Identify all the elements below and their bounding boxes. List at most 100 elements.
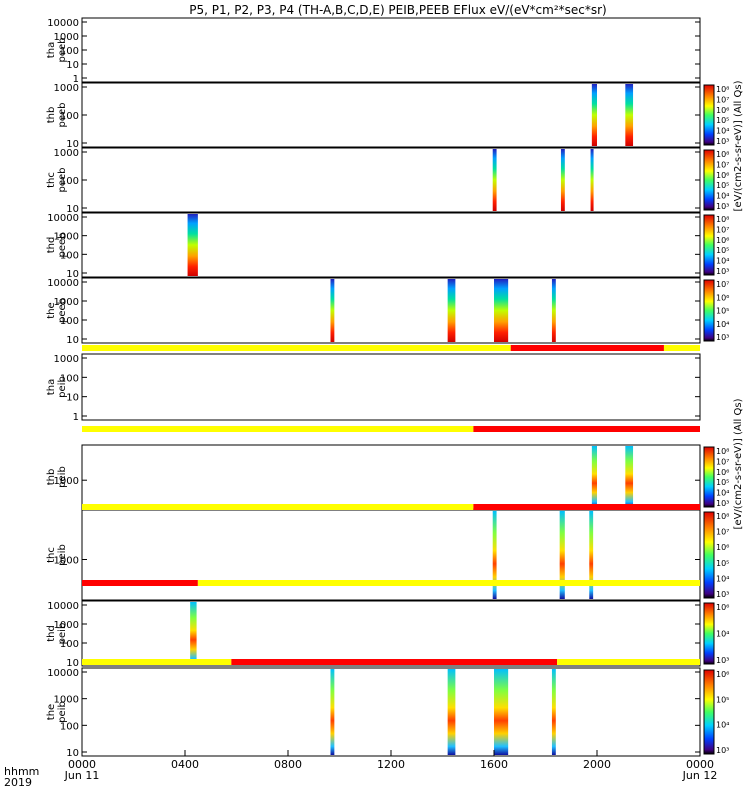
colorbar-tick-label: 10⁵	[716, 559, 729, 568]
panel-ylabel-line: peeb	[57, 103, 68, 128]
colorbar-tick-label: 10⁷	[716, 457, 729, 466]
xtick-label: 0400	[171, 758, 199, 771]
burst-cell	[330, 279, 335, 342]
colorbar-tick-label: 10⁷	[716, 225, 729, 234]
burst-cell	[625, 84, 634, 146]
colorbar-tick-label: 10⁶	[716, 106, 729, 115]
panel-ylabel: thepeeb	[46, 298, 68, 323]
ytick-label: 1000	[54, 695, 79, 706]
colorbar-peib-label: [eV/(cm2-s-sr-eV)] (All Qs)	[733, 398, 744, 529]
ytick-label: 1000	[54, 83, 79, 94]
xtick-label: 1600	[480, 758, 508, 771]
burst-cell	[494, 669, 509, 755]
colorbar	[703, 511, 715, 599]
panel-ylabel-line: peib	[57, 376, 68, 398]
colorbar-tick-label: 10³	[716, 202, 729, 211]
burst-cell	[551, 279, 556, 342]
colorbar	[703, 84, 715, 146]
colorbar-tick-label: 10⁸	[716, 215, 729, 224]
panel-tha-peib: thapeib 1000 100 10 1	[46, 353, 701, 423]
quality-bar-segment	[231, 659, 558, 665]
panel-frame	[81, 600, 701, 667]
panel-ylabel-line: thd	[46, 625, 57, 642]
burst-cell	[559, 511, 565, 599]
colorbar-tick-label: 10⁶	[716, 236, 729, 245]
xtick-label: 1200	[377, 758, 405, 771]
panel-ylabel-line: tha	[46, 42, 57, 58]
panel-ylabel-line: peib	[57, 544, 68, 566]
ytick-label: 10	[66, 748, 79, 759]
burst-cell	[560, 149, 565, 211]
panel-ylabel-line: the	[46, 302, 57, 318]
colorbar-tick-label: 10⁸	[716, 85, 729, 94]
chart-title: P5, P1, P2, P3, P4 (TH-A,B,C,D,E) PEIB,P…	[189, 3, 606, 17]
colorbar-tick-label: 10³	[716, 656, 729, 665]
colorbar	[703, 669, 715, 755]
panel-ylabel-line: peeb	[57, 298, 68, 323]
ytick-label: 10000	[47, 668, 79, 679]
burst-cell	[492, 149, 497, 211]
panel-frame	[81, 17, 701, 83]
panel-ylabel: thepeib	[46, 701, 68, 723]
colorbar-peeb-label: [eV/(cm2-s-sr-eV)] (All Qs)	[733, 80, 744, 211]
ytick-label: 1000	[54, 232, 79, 243]
ytick-label: 100	[60, 373, 79, 384]
xtick-label: 0000	[686, 758, 714, 771]
panel-ylabel: thdpeeb	[46, 233, 68, 258]
panel-thd-peib: thdpeib 10000 1000 100 10 10⁶ 10⁴ 10³	[46, 580, 729, 669]
panel-ylabel-line: peib	[57, 623, 68, 645]
burst-cell	[551, 669, 556, 755]
x-row2-label: 2019	[4, 776, 32, 789]
ytick-label: 100	[60, 721, 79, 732]
quality-bar-segment	[82, 426, 474, 432]
panel-ylabel: thbpeeb	[46, 103, 68, 128]
panel-frame	[81, 147, 701, 213]
colorbar-tick-label: 10⁶	[716, 171, 729, 180]
xtick-label: 0000	[68, 758, 96, 771]
panel-ylabel-line: thd	[46, 237, 57, 254]
burst-cell	[187, 214, 198, 276]
colorbar-tick-label: 10⁴	[716, 127, 729, 136]
ytick-label: 10000	[47, 601, 79, 612]
colorbar-tick-label: 10⁶	[716, 468, 729, 477]
colorbar-tick-label: 10³	[716, 333, 729, 342]
ytick-label: 100	[60, 176, 79, 187]
burst-cell	[492, 511, 497, 599]
panel-frame	[81, 509, 701, 601]
panel-ylabel-line: thc	[46, 547, 57, 563]
colorbar	[703, 602, 715, 665]
xtick-label: 2000	[583, 758, 611, 771]
xtick-sublabel: Jun 11	[64, 769, 100, 782]
colorbar-tick-label: 10³	[716, 590, 729, 599]
colorbar-tick-label: 10⁵	[716, 181, 729, 190]
colorbar-tick-label: 10⁷	[716, 95, 729, 104]
ytick-label: 100	[60, 639, 79, 650]
x-row1-label: hhmm	[4, 765, 39, 778]
colorbar-tick-label: 10⁵	[716, 116, 729, 125]
xtick-label: 0800	[274, 758, 302, 771]
colorbar-tick-label: 10⁶	[716, 293, 729, 302]
colorbar-tick-label: 10⁷	[716, 280, 729, 289]
panel-ylabel: thcpeeb	[46, 168, 68, 193]
panel-the-peeb: thepeeb 10000 1000 100 10 10⁷ 10⁶ 10⁵ 10⁴ 10³	[46, 277, 729, 351]
burst-cell	[589, 511, 594, 599]
ytick-label: 10000	[47, 213, 79, 224]
panel-frame	[81, 444, 701, 510]
ytick-label: 1000	[54, 620, 79, 631]
ytick-label: 1000	[54, 476, 79, 487]
panel-ylabel-line: peeb	[57, 38, 68, 63]
ytick-label: 10	[66, 139, 79, 150]
panel-frame	[81, 277, 701, 344]
panel-the-peib: thepeib 10000 1000 100 10 10⁶ 10⁵ 10⁴ 10³	[46, 659, 729, 759]
colorbar-tick-label: 10⁸	[716, 447, 729, 456]
panel-ylabel-line: thc	[46, 172, 57, 188]
colorbar-tick-label: 10⁵	[716, 478, 729, 487]
quality-bar-segment	[557, 659, 700, 665]
panel-frame	[81, 212, 701, 278]
burst-cell	[330, 669, 335, 755]
